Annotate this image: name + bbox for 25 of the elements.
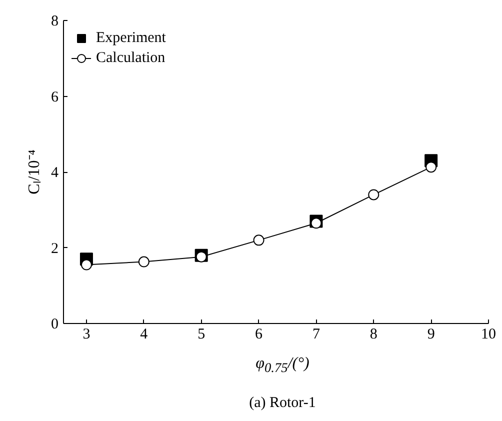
x-tick-label: 8 [370,326,378,342]
point [368,189,380,200]
y-tick-label: 0 [51,316,58,332]
y-tick-label: 2 [51,240,58,257]
x-tick-label: 7 [312,326,320,342]
x-tick-label: 10 [481,326,496,342]
text: (a) Rotor-1 [249,394,316,413]
point [138,256,150,268]
point [80,259,92,270]
point [253,234,264,246]
point [310,218,322,229]
x-tick-label: 5 [198,326,206,342]
x-tick-label: 4 [140,326,148,342]
point [426,162,437,173]
legend-label: Experiment [96,30,166,46]
y-axis-title: Cₗ/10⁻⁴ [26,149,43,194]
x-tick-label: 9 [427,326,435,342]
x-axis-title: φ$_{0.75}$/(°) [256,354,310,378]
y-tick-label: 8 [51,14,58,30]
point [196,251,207,262]
y-tick-label: 4 [51,165,59,181]
y-tick-label: 6 [51,89,59,106]
x-tick-label: 6 [255,326,264,342]
x-tick-label: 3 [82,326,90,342]
legend-label: Calculation [96,50,166,66]
